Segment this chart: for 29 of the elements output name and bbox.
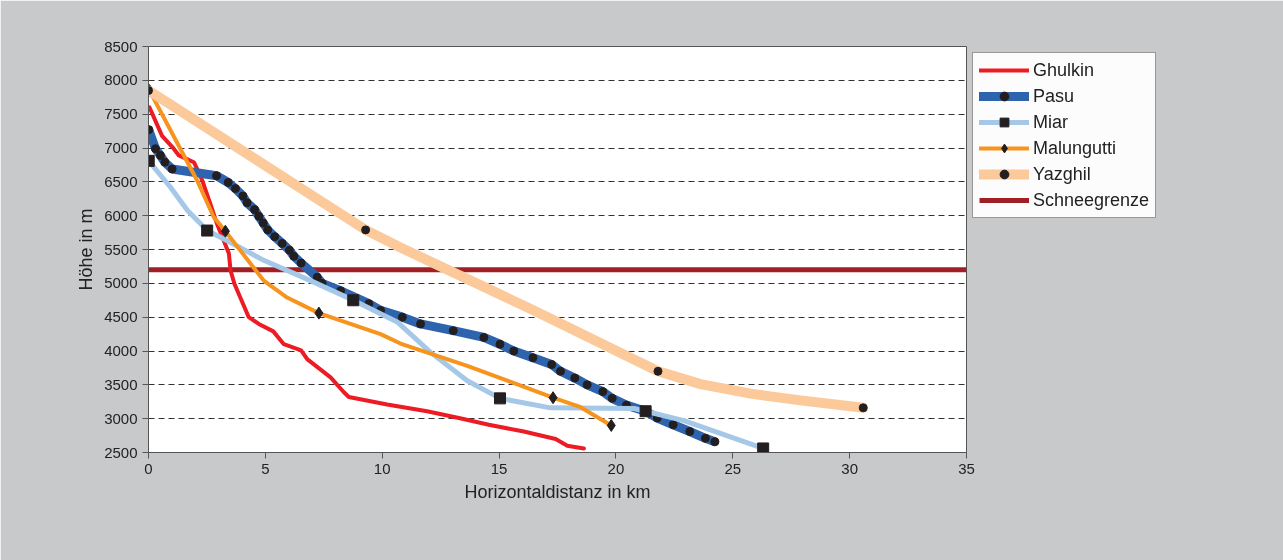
legend-label: Pasu	[1033, 85, 1075, 107]
y-tick-label: 6000	[104, 206, 138, 224]
y-tick-label: 8500	[104, 37, 138, 55]
legend-label: Ghulkin	[1033, 59, 1095, 81]
y-tick-label: 6500	[104, 172, 138, 190]
legend-label: Malungutti	[1033, 137, 1117, 159]
y-tick-label: 5500	[104, 240, 138, 258]
x-tick-label: 5	[261, 459, 270, 477]
x-tick-label: 0	[144, 459, 153, 477]
x-tick-label: 20	[607, 459, 625, 477]
y-tick-label: 7000	[104, 139, 138, 156]
y-axis-title: Höhe in m	[76, 208, 97, 291]
x-tick-label: 30	[841, 459, 858, 477]
x-tick-label: 10	[373, 459, 391, 477]
legend-label: Yazghil	[1033, 163, 1091, 185]
y-tick-label: 3500	[104, 375, 138, 393]
legend-label: Miar	[1033, 111, 1068, 133]
y-tick-label: 8000	[104, 71, 138, 89]
x-tick-label: 15	[490, 459, 508, 477]
x-tick-label: 35	[958, 459, 975, 477]
x-axis-title: Horizontaldistanz in km	[464, 481, 651, 502]
y-tick-label: 4000	[104, 342, 138, 359]
legend-label: Schneegrenze	[1033, 189, 1150, 211]
y-tick-label: 4500	[104, 308, 138, 326]
y-tick-label: 3000	[104, 409, 138, 427]
y-tick-label: 2500	[104, 443, 138, 461]
x-tick-label: 25	[724, 459, 742, 477]
y-tick-label: 7500	[104, 105, 138, 123]
y-tick-label: 5000	[104, 274, 138, 292]
